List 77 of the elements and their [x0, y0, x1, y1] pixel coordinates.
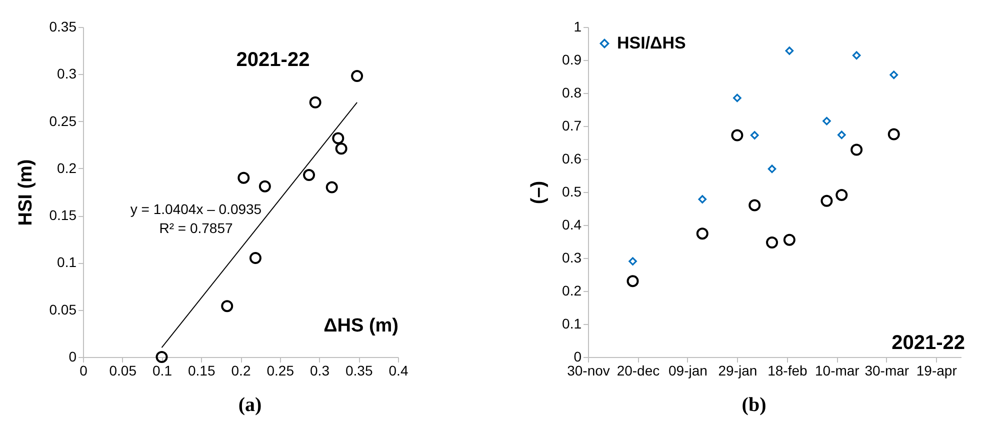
point: [238, 172, 250, 184]
point: [852, 51, 861, 60]
y-tick-label: 0.3: [57, 66, 77, 82]
y-tick-label: 0.15: [49, 207, 77, 224]
y-tick-label: 0: [68, 348, 77, 364]
text: (a): [238, 394, 262, 416]
y-tick-label: 0.3: [562, 250, 582, 266]
x-tick-label: 0.2: [231, 362, 251, 378]
x-tick-label: 0.05: [109, 362, 137, 378]
annotation: R² = 0.7857: [159, 220, 233, 236]
y-axis-title: (–): [528, 180, 550, 204]
point: [750, 131, 759, 140]
point: [731, 129, 744, 142]
x-tick-label: 10-mar: [814, 362, 860, 378]
y-tick-label: 0.25: [49, 112, 77, 129]
x-tick-label: 19-apr: [916, 362, 958, 378]
point: [626, 275, 639, 288]
x-tick-label: 0.1: [152, 362, 172, 378]
point: [696, 228, 708, 240]
y-tick-label: 0.9: [562, 52, 582, 68]
point: [156, 351, 168, 363]
point: [309, 96, 322, 108]
y-tick-label: 0.4: [562, 216, 582, 232]
point: [258, 180, 271, 192]
y-axis-title: HSI (m): [15, 159, 36, 226]
point: [628, 257, 637, 266]
point: [748, 199, 761, 212]
point: [351, 70, 364, 82]
x-tick-label: 0.35: [346, 362, 373, 378]
point: [249, 252, 262, 264]
x-tick-label: 20-dec: [616, 362, 660, 378]
point: [698, 195, 707, 204]
point: [820, 194, 833, 207]
y-tick-label: 0.8: [562, 84, 582, 100]
point: [836, 188, 848, 201]
text: (b): [742, 394, 766, 416]
point: [733, 94, 742, 102]
x-tick-label: 30-nov: [567, 362, 610, 378]
text: 2021-22: [236, 49, 310, 71]
point: [837, 130, 846, 140]
x-tick-label: 0.3: [310, 362, 330, 378]
y-tick-label: 0.7: [562, 118, 582, 134]
y-tick-label: 0.6: [562, 150, 582, 166]
y-tick-label: 0.35: [49, 18, 77, 34]
annotation: y = 1.0404x – 0.0935: [130, 201, 262, 217]
y-tick-label: 1: [574, 18, 582, 34]
point: [332, 132, 344, 144]
x-tick-label: 0: [80, 362, 88, 378]
point: [822, 116, 831, 126]
y-tick-label: 0.2: [562, 282, 582, 298]
x-tick-label: 0.4: [388, 362, 408, 378]
y-tick-label: 0: [574, 348, 582, 364]
y-tick-label: 0.1: [57, 254, 77, 270]
x-tick-label: 0.15: [188, 362, 216, 378]
point: [785, 46, 794, 55]
point: [326, 181, 338, 194]
point: [888, 128, 900, 140]
point: [335, 142, 348, 155]
point: [221, 300, 234, 312]
legend-label: HSI/ΔHS: [617, 34, 686, 52]
text: 2021-22: [892, 332, 965, 354]
y-tick-label: 0.5: [562, 184, 582, 200]
x-tick-label: 18-feb: [768, 362, 808, 378]
point: [766, 236, 778, 248]
point: [303, 169, 316, 182]
y-tick-label: 0.2: [57, 160, 77, 176]
point: [850, 144, 863, 156]
x-tick-label: 09-jan: [668, 362, 708, 378]
y-tick-label: 0.1: [562, 316, 582, 332]
y-tick-label: 0.05: [49, 301, 77, 318]
point: [783, 234, 796, 246]
x-tick-label: 30-mar: [864, 362, 910, 378]
x-tick-label: 0.25: [266, 362, 294, 378]
point: [890, 70, 898, 80]
x-tick-label: 29-jan: [718, 362, 758, 378]
x-axis-title: ΔHS (m): [324, 316, 398, 336]
point: [768, 164, 776, 174]
